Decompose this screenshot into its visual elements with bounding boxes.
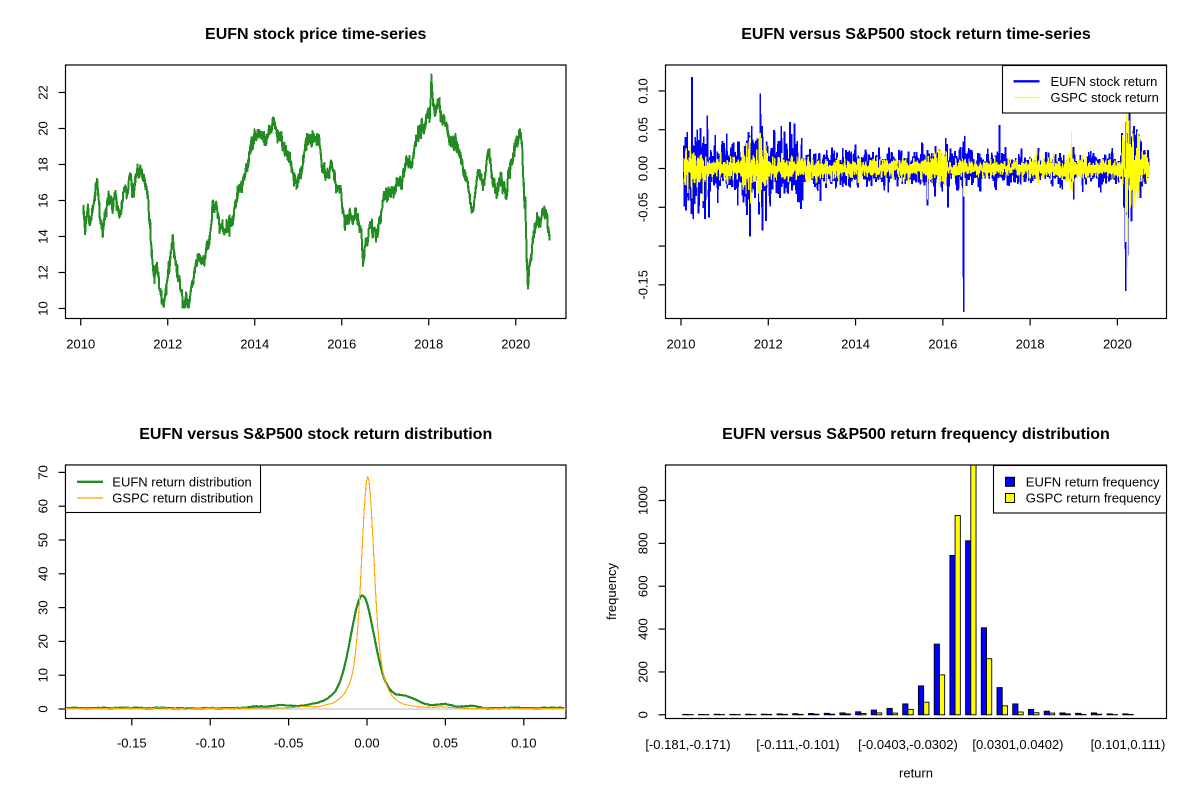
svg-text:2020: 2020	[501, 337, 530, 352]
svg-text:[-0.111,-0.101): [-0.111,-0.101)	[756, 737, 839, 752]
svg-text:0.00: 0.00	[354, 736, 379, 751]
svg-text:EUFN stock price time-series: EUFN stock price time-series	[205, 26, 427, 43]
svg-text:0.10: 0.10	[511, 736, 536, 751]
svg-text:EUFN return frequency: EUFN return frequency	[1026, 474, 1160, 489]
svg-text:2016: 2016	[928, 337, 957, 352]
svg-text:0.10: 0.10	[636, 78, 651, 103]
svg-text:20: 20	[36, 121, 51, 135]
svg-text:10: 10	[36, 301, 51, 315]
svg-text:[0.0301,0.0402): [0.0301,0.0402)	[972, 737, 1063, 752]
svg-text:400: 400	[636, 618, 651, 640]
svg-text:0: 0	[636, 711, 651, 718]
svg-text:60: 60	[36, 499, 51, 513]
svg-text:-0.15: -0.15	[117, 736, 147, 751]
svg-text:-0.15: -0.15	[636, 270, 651, 300]
svg-text:2010: 2010	[667, 337, 696, 352]
svg-text:2018: 2018	[1016, 337, 1045, 352]
svg-text:2012: 2012	[153, 337, 182, 352]
svg-text:EUFN versus S&P500 stock retur: EUFN versus S&P500 stock return distribu…	[139, 426, 492, 443]
svg-text:2010: 2010	[66, 337, 95, 352]
svg-text:EUFN versus S&P500 return freq: EUFN versus S&P500 return frequency dist…	[722, 426, 1110, 443]
svg-text:[-0.0403,-0.0302): [-0.0403,-0.0302)	[858, 737, 958, 752]
svg-text:2012: 2012	[754, 337, 783, 352]
svg-text:EUFN versus S&P500 stock retur: EUFN versus S&P500 stock return time-ser…	[741, 26, 1091, 43]
svg-text:GSPC return distribution: GSPC return distribution	[112, 491, 253, 506]
svg-text:[-0.181,-0.171): [-0.181,-0.171)	[645, 737, 730, 752]
svg-text:2016: 2016	[327, 337, 356, 352]
svg-text:0.05: 0.05	[433, 736, 458, 751]
svg-text:2014: 2014	[240, 337, 269, 352]
svg-text:2018: 2018	[414, 337, 443, 352]
svg-text:2020: 2020	[1103, 337, 1132, 352]
svg-text:800: 800	[636, 533, 651, 555]
svg-text:50: 50	[36, 533, 51, 547]
svg-text:[0.101,0.111): [0.101,0.111)	[1091, 737, 1166, 752]
svg-text:40: 40	[36, 567, 51, 581]
svg-text:return: return	[899, 766, 933, 781]
svg-text:EUFN return distribution: EUFN return distribution	[112, 475, 251, 490]
svg-text:-0.10: -0.10	[195, 736, 225, 751]
svg-text:18: 18	[36, 157, 51, 171]
svg-text:0.00: 0.00	[636, 156, 651, 181]
svg-text:22: 22	[36, 85, 51, 99]
svg-text:EUFN stock return: EUFN stock return	[1051, 74, 1158, 89]
svg-text:2014: 2014	[841, 337, 870, 352]
svg-text:10: 10	[36, 668, 51, 682]
svg-text:14: 14	[36, 229, 51, 243]
svg-text:600: 600	[636, 575, 651, 597]
svg-text:-0.05: -0.05	[636, 192, 651, 222]
svg-text:GSPC return frequency: GSPC return frequency	[1026, 491, 1162, 506]
svg-text:-0.05: -0.05	[274, 736, 304, 751]
svg-text:30: 30	[36, 600, 51, 614]
svg-text:1000: 1000	[636, 486, 651, 515]
svg-text:GSPC stock return: GSPC stock return	[1051, 90, 1159, 105]
svg-text:70: 70	[36, 465, 51, 479]
svg-text:0: 0	[36, 705, 51, 712]
svg-text:16: 16	[36, 193, 51, 207]
svg-text:12: 12	[36, 265, 51, 279]
svg-text:200: 200	[636, 661, 651, 683]
svg-text:0.05: 0.05	[636, 117, 651, 142]
svg-text:20: 20	[36, 634, 51, 648]
svg-text:frequency: frequency	[604, 562, 619, 620]
